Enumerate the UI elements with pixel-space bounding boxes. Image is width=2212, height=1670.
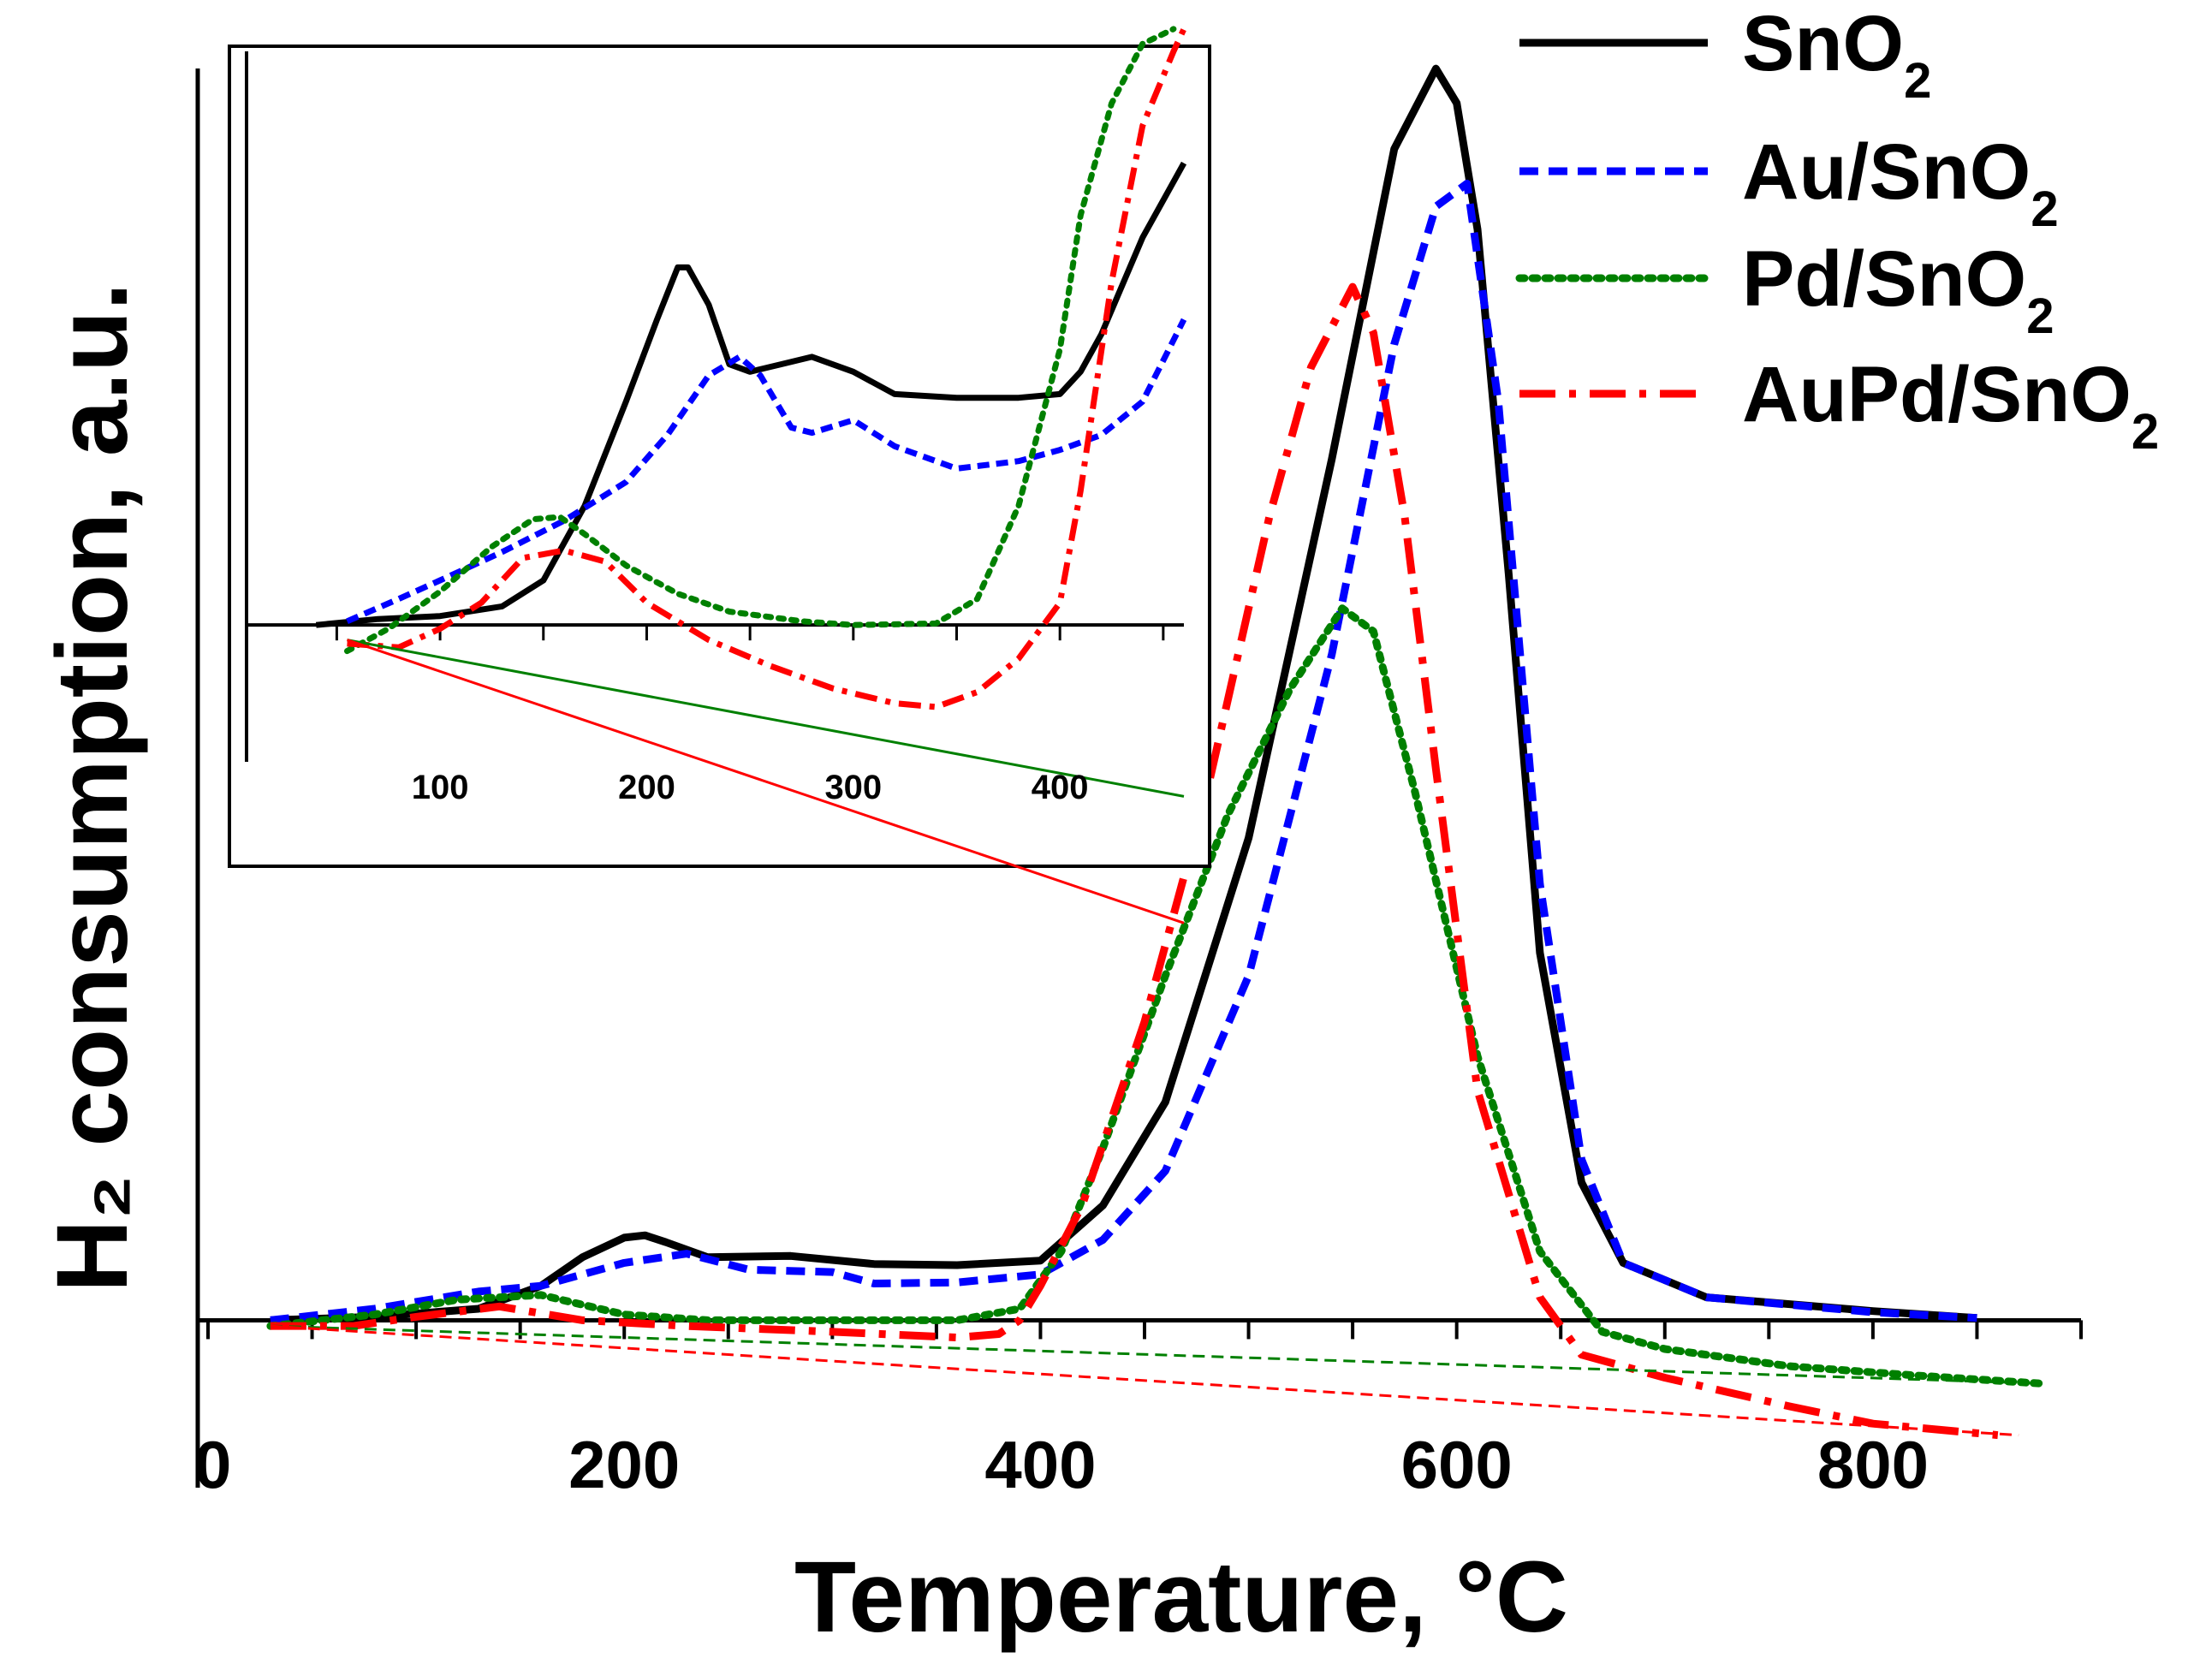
main-x-tick-label: 0: [194, 1427, 231, 1502]
legend-label-subscript: 2: [2132, 404, 2159, 460]
legend-label: Pd/SnO2: [1742, 235, 2054, 344]
inset-x-tick-label: 200: [618, 769, 675, 806]
legend-item-aupd-sno2: AuPd/SnO2: [1519, 351, 2159, 460]
legend-label-subscript: 2: [1904, 53, 1931, 109]
inset-x-tick-label: 100: [412, 769, 469, 806]
x-axis-title-text: Temperature, °C: [794, 1541, 1568, 1654]
main-x-tick-label: 600: [1401, 1427, 1513, 1502]
legend-label: Au/SnO2: [1742, 128, 2059, 237]
legend-label-base: AuPd/SnO: [1742, 351, 2132, 438]
inset-series-pd-sno2: [344, 26, 1177, 655]
inset-x-tick-label: 300: [824, 769, 882, 806]
inset-frame: [228, 45, 1211, 868]
main-series-au-sno2: [270, 179, 1977, 1324]
legend-item-pd-sno2: Pd/SnO2: [1515, 235, 2054, 344]
inset-series-aupd-sno2: [347, 27, 1187, 710]
inset-series-sno2: [315, 161, 1187, 628]
x-axis-title: Temperature, °C: [794, 1541, 1568, 1654]
y-axis-title-text: H₂ consumption, a.u.: [36, 282, 149, 1293]
main-series-aupd-sno2-baseline: [270, 1324, 2019, 1437]
inset-series-au-sno2: [346, 318, 1187, 625]
legend-label-subscript: 2: [2026, 288, 2054, 344]
legend-label-base: SnO: [1742, 0, 1904, 87]
inset-series-aupd-sno2-baseline: [347, 639, 1185, 924]
main-x-tick-label: 400: [984, 1427, 1096, 1502]
main-x-tick-label: 200: [568, 1427, 680, 1502]
legend-item-sno2: SnO2: [1519, 0, 1931, 109]
legend-label-base: Au/SnO: [1742, 128, 2031, 216]
legend-label-base: Pd/SnO: [1742, 235, 2026, 323]
main-x-tick-label: 800: [1817, 1427, 1929, 1502]
inset-x-tick-label: 400: [1032, 769, 1089, 806]
main-axes: [195, 68, 2083, 1488]
main-series-pd-sno2: [266, 604, 2043, 1388]
main-series-sno2: [270, 64, 1977, 1324]
legend-label-subscript: 2: [2031, 181, 2058, 237]
inset-panel: 100 200 300 400: [228, 26, 1211, 924]
main-x-tick-labels: 0 200 400 600 800: [194, 1427, 1929, 1502]
main-series-pd-sno2-baseline: [270, 1324, 2040, 1385]
inset-series-pd-sno2-baseline: [347, 639, 1185, 798]
legend-label: AuPd/SnO2: [1742, 351, 2159, 460]
legend-item-au-sno2: Au/SnO2: [1519, 128, 2059, 237]
inset-x-tick-labels: 100 200 300 400: [412, 769, 1089, 806]
legend-label: SnO2: [1742, 0, 1931, 109]
y-axis-title: H₂ consumption, a.u.: [36, 282, 149, 1293]
inset-plot-series: [315, 26, 1187, 924]
